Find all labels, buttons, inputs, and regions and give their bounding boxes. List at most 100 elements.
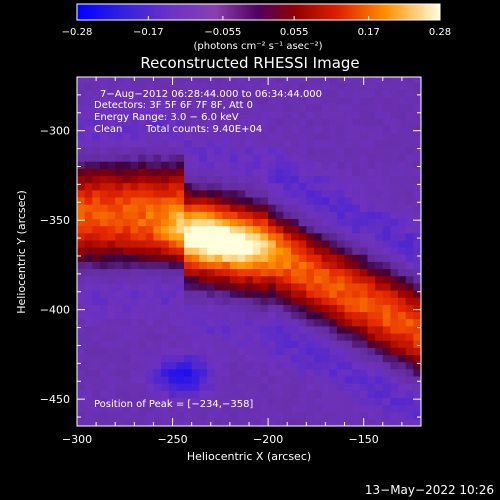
- heatmap-cell: [176, 397, 185, 406]
- heatmap-cell: [375, 354, 384, 363]
- heatmap-cell: [206, 89, 216, 98]
- heatmap-cell: [359, 261, 369, 270]
- heatmap-cell: [329, 368, 338, 377]
- heatmap-cell: [184, 282, 193, 291]
- heatmap-cell: [199, 383, 208, 391]
- heatmap-cell: [359, 146, 369, 155]
- heatmap-cell: [191, 397, 200, 406]
- heatmap-cell: [214, 404, 223, 413]
- heatmap-cell: [176, 247, 185, 255]
- heatmap-cell: [291, 368, 300, 377]
- heatmap-cell: [367, 96, 376, 105]
- heatmap-cell: [222, 261, 231, 270]
- heatmap-cell: [344, 175, 353, 184]
- heatmap-cell: [260, 82, 269, 91]
- heatmap-cell: [413, 404, 421, 413]
- heatmap-cell: [344, 168, 353, 177]
- heatmap-cell: [306, 139, 315, 148]
- heatmap-cell: [153, 189, 162, 198]
- heatmap-cell: [359, 118, 369, 126]
- heatmap-cell: [260, 77, 269, 83]
- heatmap-cell: [84, 111, 93, 119]
- heatmap-cell: [184, 289, 193, 298]
- heatmap-cell: [145, 411, 155, 420]
- heatmap-cell: [382, 332, 392, 341]
- heatmap-cell: [84, 275, 93, 284]
- heatmap-cell: [382, 411, 392, 420]
- heatmap-cell: [206, 175, 216, 184]
- heatmap-cell: [291, 175, 300, 184]
- heatmap-cell: [405, 397, 414, 406]
- heatmap-cell: [390, 368, 399, 377]
- heatmap-cell: [359, 411, 369, 420]
- heatmap-cell: [107, 96, 116, 105]
- heatmap-cell: [275, 404, 284, 413]
- heatmap-cell: [130, 390, 139, 398]
- heatmap-cell: [107, 304, 116, 313]
- heatmap-cell: [390, 161, 399, 169]
- y-tick-label: −300: [40, 125, 70, 138]
- heatmap-cell: [275, 304, 284, 313]
- heatmap-cell: [161, 146, 170, 155]
- heatmap-cell: [306, 368, 315, 377]
- heatmap-cell: [99, 132, 109, 141]
- heatmap-cell: [252, 196, 262, 205]
- heatmap-cell: [321, 318, 330, 327]
- heatmap-cell: [275, 225, 284, 234]
- heatmap-cell: [344, 111, 353, 119]
- heatmap-cell: [398, 268, 407, 277]
- heatmap-cell: [168, 261, 177, 270]
- heatmap-cell: [275, 311, 284, 320]
- heatmap-cell: [122, 168, 132, 177]
- heatmap-cell: [237, 311, 246, 320]
- heatmap-cell: [344, 211, 353, 219]
- heatmap-cell: [375, 297, 384, 305]
- heatmap-cell: [138, 182, 147, 191]
- heatmap-cell: [214, 254, 223, 262]
- heatmap-cell: [92, 318, 101, 327]
- heatmap-cell: [359, 189, 369, 198]
- heatmap-cell: [138, 111, 147, 119]
- heatmap-cell: [336, 139, 346, 148]
- heatmap-cell: [291, 282, 300, 291]
- heatmap-cell: [398, 325, 407, 334]
- heatmap-cell: [344, 89, 353, 98]
- heatmap-cell: [168, 132, 177, 141]
- heatmap-cell: [92, 82, 101, 91]
- heatmap-cell: [77, 118, 86, 126]
- heatmap-cell: [275, 175, 284, 184]
- heatmap-cell: [367, 282, 376, 291]
- heatmap-cell: [260, 125, 269, 134]
- heatmap-cell: [222, 397, 231, 406]
- heatmap-cell: [268, 383, 277, 391]
- heatmap-cell: [291, 239, 300, 248]
- heatmap-cell: [321, 103, 330, 112]
- heatmap-cell: [107, 168, 116, 177]
- heatmap-cell: [359, 332, 369, 341]
- heatmap-cell: [390, 111, 399, 119]
- heatmap-cell: [405, 383, 414, 391]
- heatmap-cell: [107, 125, 116, 134]
- heatmap-cell: [298, 103, 307, 112]
- heatmap-cell: [260, 139, 269, 148]
- heatmap-cell: [344, 354, 353, 363]
- heatmap-cell: [153, 332, 162, 341]
- heatmap-cell: [329, 125, 338, 134]
- heatmap-cell: [191, 161, 200, 169]
- heatmap-cell: [214, 139, 223, 148]
- heatmap-cell: [352, 275, 361, 284]
- heatmap-cell: [252, 189, 262, 198]
- heatmap-cell: [405, 239, 414, 248]
- heatmap-cell: [375, 347, 384, 356]
- heatmap-cell: [229, 218, 239, 227]
- heatmap-cell: [306, 103, 315, 112]
- heatmap-cell: [153, 225, 162, 234]
- heatmap-cell: [375, 161, 384, 169]
- heatmap-cell: [413, 304, 421, 313]
- heatmap-cell: [191, 297, 200, 305]
- heatmap-cell: [115, 361, 124, 370]
- heatmap-cell: [115, 247, 124, 255]
- heatmap-cell: [405, 118, 414, 126]
- heatmap-cell: [145, 297, 155, 305]
